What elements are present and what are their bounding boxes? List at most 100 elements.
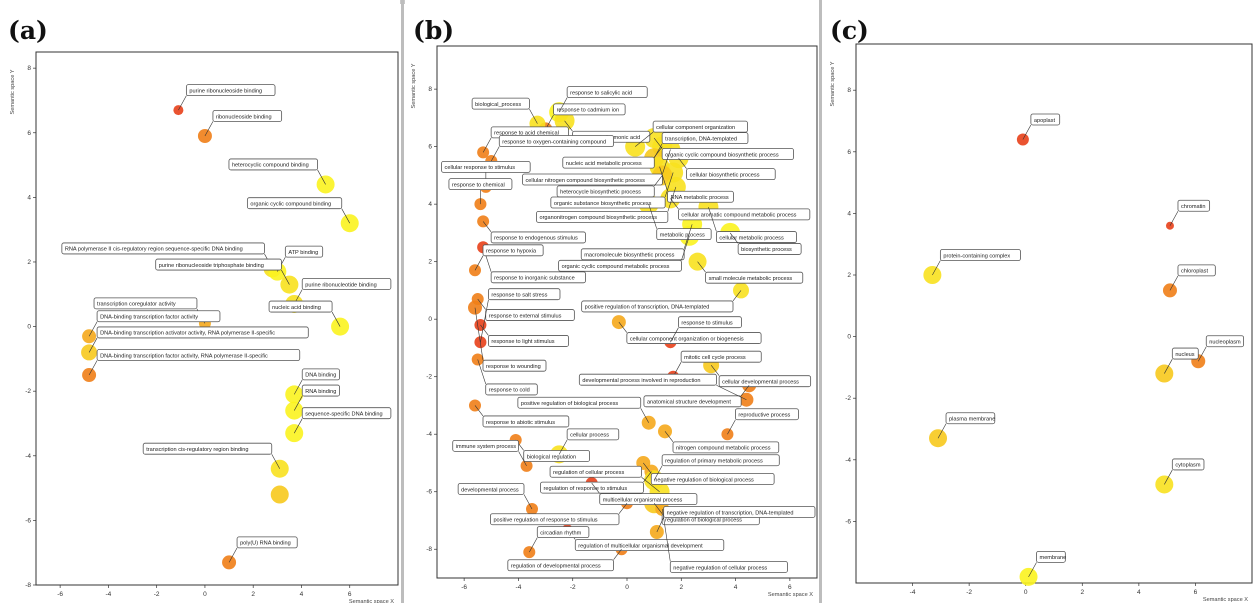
go-term-label: negative regulation of cellular process xyxy=(673,565,767,571)
go-term-label: regulation of response to stimulus xyxy=(544,486,628,492)
go-term-label-box xyxy=(212,110,283,122)
go-term-label: biosynthetic process xyxy=(741,247,792,253)
go-term-label-box xyxy=(562,156,655,169)
go-term-label: response to wounding xyxy=(486,364,541,370)
go-term-label: anatomical structure development xyxy=(647,400,731,406)
go-term-label: cellular process xyxy=(570,433,609,439)
go-term-label-box xyxy=(522,173,663,186)
label-leader-line xyxy=(678,157,687,169)
y-axis-title: Semantic space Y xyxy=(411,63,417,108)
go-term-label-box xyxy=(661,132,749,145)
label-leader-line xyxy=(653,503,663,514)
label-leader-line xyxy=(670,327,679,343)
label-leader-line xyxy=(178,95,187,111)
go-term-label-box xyxy=(686,168,776,181)
y-tick-label: 6 xyxy=(27,130,31,137)
label-leader-line xyxy=(697,261,706,273)
label-leader-line xyxy=(710,365,720,376)
go-term-label-box xyxy=(678,208,811,221)
plot-frame xyxy=(855,43,1253,584)
go-term-label-box xyxy=(507,559,614,572)
go-term-label-box xyxy=(236,536,298,549)
go-term-bubble xyxy=(1019,567,1038,586)
go-term-label-box xyxy=(441,161,531,173)
y-axis-title: Semantic space Y xyxy=(10,69,16,114)
y-tick-label: -6 xyxy=(845,518,851,525)
label-leader-line xyxy=(482,137,492,153)
y-tick-label: 4 xyxy=(847,210,851,217)
label-leader-line xyxy=(480,299,489,343)
go-term-label: sequence-specific DNA binding xyxy=(305,411,382,417)
go-term-label-box xyxy=(1177,264,1216,277)
go-term-label: organic cyclic compound metabolic proces… xyxy=(562,264,670,270)
go-term-label-box xyxy=(667,190,734,203)
go-term-label-box xyxy=(626,332,762,344)
go-term-label-box xyxy=(488,288,561,301)
go-term-label: positive regulation of response to stimu… xyxy=(493,518,597,524)
go-term-label: membrane xyxy=(1040,555,1067,561)
go-term-label: nitrogen compound metabolic process xyxy=(676,446,771,452)
y-tick-label: -2 xyxy=(845,395,851,402)
go-term-label: negative regulation of transcription, DN… xyxy=(667,510,794,516)
go-term-label-box xyxy=(581,300,734,313)
x-axis-title: Semantic space X xyxy=(1203,597,1248,603)
label-leader-line xyxy=(641,476,660,492)
go-term-label-box xyxy=(523,450,590,462)
go-term-label-box xyxy=(482,415,570,428)
label-leader-line xyxy=(667,186,677,212)
x-tick-label: 0 xyxy=(203,591,207,598)
label-leader-line xyxy=(529,537,538,553)
label-leader-line xyxy=(1169,275,1179,291)
label-leader-line xyxy=(1164,469,1173,485)
x-tick-label: 6 xyxy=(788,584,792,591)
go-term-label-box xyxy=(96,310,221,323)
go-term-label-box xyxy=(96,326,309,339)
go-term-label-box xyxy=(301,384,340,397)
x-tick-label: 0 xyxy=(625,584,629,591)
go-term-label: response to inorganic substance xyxy=(494,276,575,282)
label-leader-line xyxy=(648,204,657,229)
go-term-label: cellular aromatic compound metabolic pro… xyxy=(681,213,796,219)
go-term-label: mitotic cell cycle process xyxy=(684,355,746,361)
go-term-label-box xyxy=(93,297,198,310)
go-term-label-box xyxy=(155,258,282,271)
go-term-label-box xyxy=(663,506,816,518)
go-term-label-box xyxy=(448,178,513,191)
y-tick-label: 0 xyxy=(27,324,31,331)
x-tick-label: -2 xyxy=(570,584,576,591)
plot-frame xyxy=(35,51,399,586)
go-term-label: biological regulation xyxy=(527,454,576,460)
label-leader-line xyxy=(643,462,652,474)
go-term-bubble xyxy=(641,415,656,430)
go-term-label-box xyxy=(661,454,780,467)
y-tick-label: 4 xyxy=(27,194,31,201)
label-leader-line xyxy=(558,97,568,113)
go-term-label: nucleic acid metabolic process xyxy=(566,161,642,167)
y-tick-label: 2 xyxy=(428,259,432,266)
go-term-bubble xyxy=(523,546,536,559)
label-leader-line xyxy=(293,395,303,411)
go-term-label-box xyxy=(599,493,698,506)
go-term-label: response to endogenous stimulus xyxy=(494,236,578,242)
go-term-label-box xyxy=(268,300,333,313)
go-term-label: response to stimulus xyxy=(681,320,733,326)
x-tick-label: 4 xyxy=(300,591,304,598)
label-leader-line xyxy=(664,172,674,198)
go-term-bubble xyxy=(270,485,289,504)
go-term-label-box xyxy=(680,350,762,363)
label-leader-line xyxy=(271,454,281,469)
go-term-label-box xyxy=(661,148,794,160)
go-term-label: purine ribonucleoside triphosphate bindi… xyxy=(159,263,264,269)
go-term-label: response to hypoxia xyxy=(486,249,537,255)
y-tick-label: 2 xyxy=(847,272,851,279)
label-leader-line xyxy=(1022,124,1032,140)
go-term-label: heterocycle biosynthetic process xyxy=(560,190,641,196)
label-leader-line xyxy=(716,384,747,400)
label-leader-line xyxy=(564,120,573,132)
go-term-label: cellular response to stimulus xyxy=(445,165,516,171)
go-term-label-box xyxy=(553,103,626,116)
label-leader-line xyxy=(937,423,947,439)
label-leader-line xyxy=(732,290,742,302)
y-tick-label: 8 xyxy=(27,65,31,72)
go-term-label-box xyxy=(737,243,802,255)
